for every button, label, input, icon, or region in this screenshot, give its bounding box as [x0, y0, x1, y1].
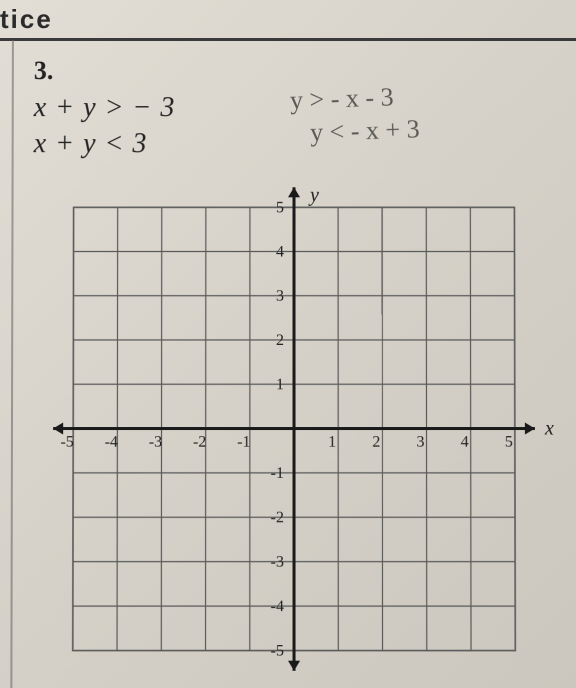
svg-text:-2: -2: [193, 434, 206, 451]
svg-text:-4: -4: [105, 434, 118, 451]
inequality-1: x + y > − 3: [34, 92, 176, 124]
svg-text:1: 1: [328, 434, 336, 451]
svg-text:2: 2: [372, 434, 380, 451]
svg-text:4: 4: [461, 434, 469, 451]
handwritten-1: y > - x - 3: [290, 82, 395, 116]
svg-text:5: 5: [276, 199, 284, 216]
svg-text:-3: -3: [149, 434, 162, 451]
svg-text:4: 4: [276, 243, 284, 260]
inequality-2: x + y < 3: [34, 128, 148, 160]
header-rule: [0, 38, 576, 41]
svg-text:2: 2: [276, 332, 284, 349]
margin-rule: [10, 40, 14, 688]
header-fragment: tice: [0, 4, 53, 35]
svg-text:3: 3: [416, 434, 424, 451]
svg-text:-1: -1: [237, 434, 250, 451]
svg-text:3: 3: [276, 288, 284, 305]
svg-text:-1: -1: [271, 465, 284, 482]
svg-text:-5: -5: [60, 434, 73, 451]
svg-text:-2: -2: [271, 509, 284, 526]
svg-text:5: 5: [505, 434, 513, 451]
worksheet-page: tice 3. x + y > − 3 x + y < 3 y > - x - …: [0, 0, 576, 688]
handwritten-2: y < - x + 3: [310, 114, 421, 148]
coordinate-grid: -5 -4 -3 -2 -1 1 2 3 4 5 -5 -4 -3 -2 -1 1 2 3 4 5 y x: [33, 182, 556, 676]
svg-text:1: 1: [276, 376, 284, 393]
svg-text:x: x: [544, 417, 554, 439]
svg-text:-5: -5: [271, 642, 284, 659]
svg-text:-4: -4: [271, 598, 284, 615]
svg-text:y: y: [308, 184, 319, 206]
problem-number: 3.: [34, 56, 54, 86]
svg-text:-3: -3: [271, 554, 284, 571]
